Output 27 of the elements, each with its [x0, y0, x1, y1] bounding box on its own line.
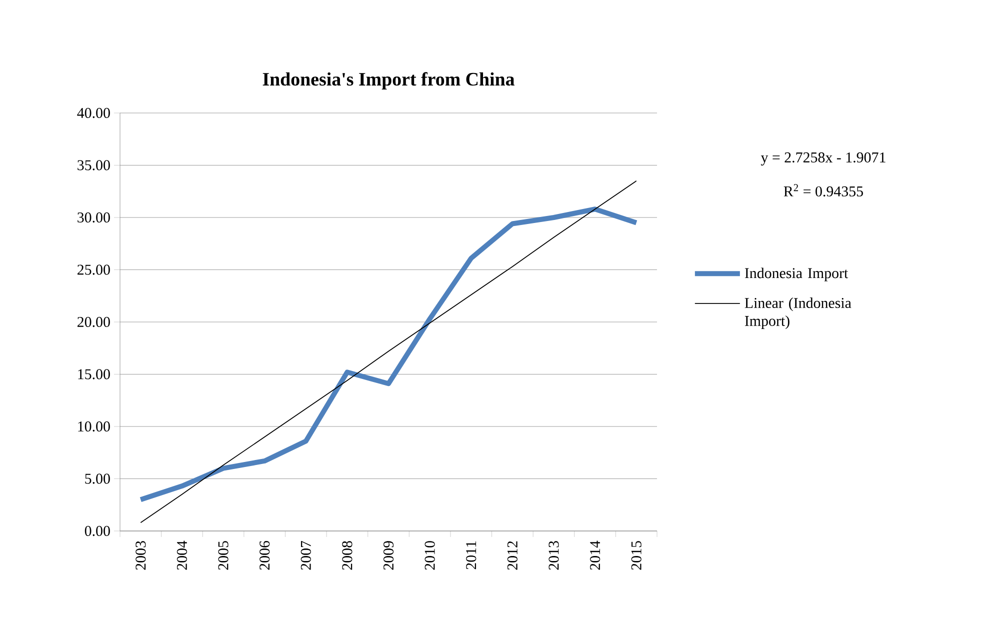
x-tick-label: 2005	[218, 541, 228, 570]
x-tick-label: 2015	[631, 541, 642, 570]
x-tick-label: 2012	[507, 541, 518, 570]
y-tick-label: 30.00	[78, 212, 110, 223]
y-tick-label: 25.00	[78, 264, 110, 275]
y-tick-label: 35.00	[78, 160, 110, 170]
chart-title: Indonesia's Import from China	[262, 72, 514, 90]
x-tick-label: 2010	[424, 541, 435, 570]
text: R$^{2}$ = 0.94355	[784, 184, 863, 196]
x-tick-label: 2013	[548, 541, 559, 570]
y-tick-label: 0.00	[84, 526, 110, 536]
y-tick-label: 5.00	[85, 474, 110, 484]
x-tick-label: 2008	[342, 541, 352, 570]
y-tick-label: 20.00	[78, 316, 110, 328]
y-tick-label: 15.00	[78, 369, 110, 380]
y-tick-label: 10.00	[78, 421, 110, 432]
text: y = 2.7258x - 1.9071	[760, 152, 886, 166]
legend-label: Indonesia Import	[744, 268, 848, 282]
x-tick-label: 2006	[260, 540, 270, 570]
x-tick-label: 2014	[590, 540, 600, 570]
x-tick-label: 2004	[176, 540, 188, 570]
x-tick-label: 2009	[383, 541, 394, 570]
legend-label: Linear (Indonesia Import)	[744, 298, 852, 330]
y-tick-label: 40.00	[77, 108, 110, 118]
x-tick-label: 2007	[300, 540, 311, 570]
x-tick-label: 2003	[136, 541, 146, 570]
x-tick-label: 2011	[466, 541, 476, 570]
